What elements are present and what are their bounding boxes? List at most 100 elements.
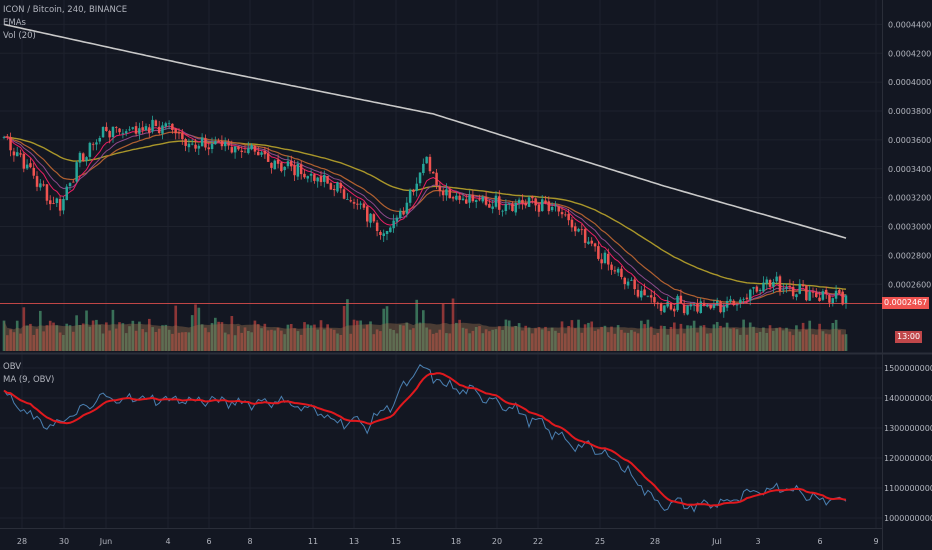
candle-body	[332, 189, 336, 191]
candle-body	[224, 142, 227, 147]
volume-bar	[283, 334, 286, 351]
candle-body	[35, 176, 39, 187]
volume-bar	[656, 332, 660, 351]
volume-bar	[739, 334, 742, 351]
volume-bar	[735, 329, 739, 351]
candle-body	[425, 156, 428, 164]
volume-bar	[316, 329, 320, 351]
candle-body	[174, 128, 177, 134]
candle-body	[171, 123, 174, 130]
volume-bar	[78, 325, 82, 351]
volume-bar	[554, 330, 557, 351]
obv-ma-legend-label[interactable]: MA (9, OBV)	[3, 375, 55, 385]
volume-bar	[468, 333, 471, 351]
candle-body	[19, 153, 22, 155]
volume-bar	[712, 324, 716, 351]
volume-bar	[653, 334, 656, 351]
ema-legend-label[interactable]: EMAs	[3, 18, 26, 28]
candle-body	[682, 305, 686, 314]
volume-bar	[557, 332, 561, 351]
volume-bar	[722, 327, 726, 351]
candle-body	[204, 138, 207, 148]
volume-bar	[560, 321, 564, 351]
volume-bar	[666, 334, 670, 351]
obv-ma-line	[3, 372, 847, 507]
candle-body	[507, 202, 511, 204]
volume-bar	[815, 334, 818, 351]
volume-bar	[808, 320, 812, 351]
candle-body	[280, 162, 283, 172]
time-tick-label: 4	[165, 537, 170, 546]
candle-body	[603, 252, 607, 263]
volume-bar	[286, 324, 290, 351]
time-tick-label: 6	[817, 537, 822, 546]
candle-body	[214, 141, 217, 145]
candle-body	[313, 174, 316, 181]
candle-body	[461, 198, 465, 201]
volume-bar	[732, 328, 736, 351]
candle-body	[451, 197, 455, 199]
volume-legend-label[interactable]: Vol (20)	[3, 31, 36, 41]
time-tick-label: 30	[59, 537, 69, 546]
time-tick-label: 11	[308, 537, 318, 546]
candle-body	[692, 304, 696, 306]
obv-tick-label: 1200000000.0000	[884, 454, 932, 463]
time-tick-label: 22	[533, 537, 543, 546]
candle-body	[630, 279, 633, 281]
volume-bar	[398, 324, 402, 351]
candle-body	[824, 289, 828, 294]
volume-bar	[220, 322, 224, 351]
volume-bar	[313, 324, 316, 351]
volume-bar	[778, 327, 782, 351]
volume-bar	[141, 329, 145, 351]
volume-bar	[564, 333, 567, 351]
candle-body	[560, 212, 564, 215]
time-tick-label: 13	[349, 537, 359, 546]
candle-body	[12, 151, 16, 156]
volume-bar	[828, 334, 831, 351]
candle-body	[349, 200, 353, 202]
candle-body	[385, 231, 389, 234]
volume-bar	[593, 330, 597, 351]
candle-body	[91, 143, 95, 145]
volume-bar	[58, 332, 62, 351]
volume-bar	[210, 323, 214, 351]
volume-bar	[326, 324, 329, 351]
candle-body	[620, 268, 623, 277]
candle-body	[184, 139, 187, 146]
candle-body	[834, 290, 838, 299]
candle-body	[257, 151, 260, 156]
candle-body	[554, 205, 557, 207]
volume-bar	[583, 324, 587, 351]
candle-body	[577, 228, 580, 232]
candle-body	[570, 219, 574, 228]
candle-body	[435, 172, 438, 186]
volume-bar	[88, 326, 92, 351]
candle-body	[306, 176, 310, 179]
volume-bar	[517, 323, 521, 351]
volume-bar	[742, 319, 745, 351]
volume-bar	[772, 330, 775, 351]
price-tick-label: 0.0004400	[888, 20, 931, 29]
candle-body	[600, 259, 603, 264]
volume-bar	[811, 334, 815, 351]
volume-bar	[197, 307, 201, 351]
volume-bar	[788, 331, 792, 351]
volume-bar	[481, 333, 485, 351]
obv-legend-label[interactable]: OBV	[3, 362, 22, 372]
volume-bar	[755, 333, 759, 351]
candle-body	[607, 253, 610, 265]
candle-body	[366, 206, 369, 222]
volume-bar	[550, 327, 554, 351]
volume-bar	[831, 323, 835, 351]
candle-body	[765, 279, 769, 284]
volume-bar	[323, 329, 326, 351]
symbol-title[interactable]: ICON / Bitcoin, 240, BINANCE	[3, 5, 128, 15]
candle-body	[484, 197, 488, 205]
candle-body	[200, 137, 204, 147]
candle-body	[141, 127, 144, 131]
candle-body	[233, 146, 237, 153]
ema-layer	[4, 125, 847, 307]
